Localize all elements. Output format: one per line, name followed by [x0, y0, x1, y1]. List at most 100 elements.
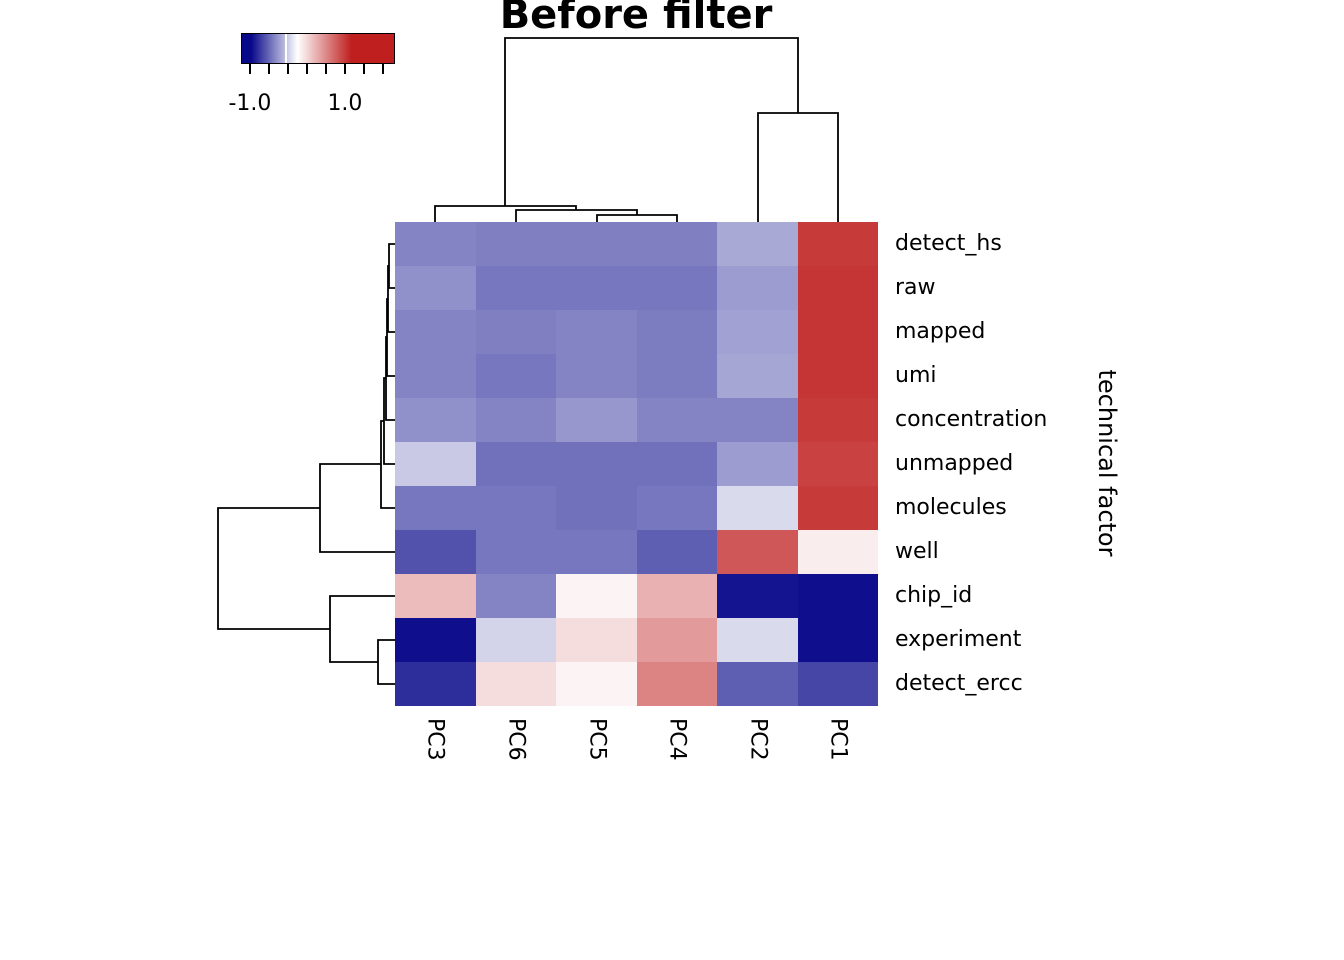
color-key-gradient-bar [241, 33, 395, 64]
heatmap-cell-chip_id-PC2 [717, 574, 798, 618]
column-label-PC5: PC5 [584, 718, 610, 761]
dendrogram-segment [217, 507, 330, 630]
heatmap-cell-molecules-PC1 [797, 486, 878, 530]
heatmap-cell-experiment-PC5 [556, 618, 637, 662]
heatmap-cell-raw-PC6 [475, 266, 556, 310]
heatmap-cell-unmapped-PC6 [475, 442, 556, 486]
heatmap-cell-molecules-PC6 [475, 486, 556, 530]
column-label-PC2: PC2 [745, 718, 771, 761]
heatmap-cell-mapped-PC2 [717, 310, 798, 354]
heatmap-cell-experiment-PC3 [395, 618, 476, 662]
column-label-PC6: PC6 [503, 718, 529, 761]
heatmap-cell-unmapped-PC2 [717, 442, 798, 486]
heatmap-cell-mapped-PC5 [556, 310, 637, 354]
heatmap-cell-chip_id-PC4 [636, 574, 717, 618]
heatmap-cell-raw-PC3 [395, 266, 476, 310]
heatmap-cell-chip_id-PC3 [395, 574, 476, 618]
heatmap-cell-molecules-PC4 [636, 486, 717, 530]
heatmap-cell-detect_hs-PC5 [556, 222, 637, 266]
dendrogram-segment [757, 112, 839, 222]
color-key-min-label: -1.0 [228, 91, 272, 116]
heatmap-cell-unmapped-PC5 [556, 442, 637, 486]
heatmap-cell-detect_hs-PC6 [475, 222, 556, 266]
heatmap-cell-concentration-PC3 [395, 398, 476, 442]
column-label-PC3: PC3 [422, 718, 448, 761]
heatmap-cell-mapped-PC1 [797, 310, 878, 354]
row-label-detect_hs: detect_hs [895, 231, 1002, 256]
dendrogram-segment [515, 209, 638, 222]
heatmap-cell-umi-PC2 [717, 354, 798, 398]
heatmap-cell-well-PC2 [717, 530, 798, 574]
dendrogram-segment [383, 377, 395, 465]
row-label-detect_ercc: detect_ercc [895, 671, 1023, 696]
dendrogram-segment [596, 214, 678, 222]
heatmap-cell-detect_hs-PC2 [717, 222, 798, 266]
dendrogram-segment [380, 420, 395, 509]
color-key-max-label: 1.0 [327, 91, 363, 116]
heatmap-cell-umi-PC5 [556, 354, 637, 398]
color-key-tick [248, 64, 251, 74]
row-label-experiment: experiment [895, 627, 1022, 652]
row-label-concentration: concentration [895, 407, 1048, 432]
heatmap-cell-molecules-PC3 [395, 486, 476, 530]
column-label-PC4: PC4 [664, 718, 690, 761]
heatmap-cell-well-PC6 [475, 530, 556, 574]
heatmap-cell-detect_hs-PC3 [395, 222, 476, 266]
heatmap-cell-raw-PC5 [556, 266, 637, 310]
heatmap-cell-molecules-PC2 [717, 486, 798, 530]
color-key-tick [343, 64, 346, 74]
heatmap-cell-well-PC4 [636, 530, 717, 574]
heatmap-cell-well-PC3 [395, 530, 476, 574]
dendrogram-segment [377, 639, 395, 685]
heatmap-cell-detect_ercc-PC1 [797, 662, 878, 706]
heatmap-cell-well-PC1 [797, 530, 878, 574]
heatmap-cell-detect_ercc-PC2 [717, 662, 798, 706]
heatmap-cell-concentration-PC6 [475, 398, 556, 442]
dendrogram-segment [329, 595, 395, 663]
color-key-inner-tick [285, 34, 288, 63]
heatmap-cell-concentration-PC4 [636, 398, 717, 442]
color-key-tick [268, 64, 271, 74]
heatmap-cell-experiment-PC2 [717, 618, 798, 662]
heatmap-cell-concentration-PC2 [717, 398, 798, 442]
heatmap-cell-unmapped-PC4 [636, 442, 717, 486]
heatmap-cell-raw-PC4 [636, 266, 717, 310]
dendrogram-segment [386, 298, 395, 377]
heatmap-cell-umi-PC4 [636, 354, 717, 398]
heatmap-cell-molecules-PC5 [556, 486, 637, 530]
heatmap-cell-concentration-PC1 [797, 398, 878, 442]
row-label-umi: umi [895, 363, 937, 388]
row-label-molecules: molecules [895, 495, 1007, 520]
heatmap-cell-experiment-PC4 [636, 618, 717, 662]
dendrogram-segment [319, 463, 395, 553]
heatmap-cell-chip_id-PC1 [797, 574, 878, 618]
heatmap-cell-umi-PC3 [395, 354, 476, 398]
color-key-tick [286, 64, 289, 74]
row-label-mapped: mapped [895, 319, 986, 344]
heatmap-cell-experiment-PC1 [797, 618, 878, 662]
heatmap-cell-umi-PC6 [475, 354, 556, 398]
heatmap-cell-chip_id-PC5 [556, 574, 637, 618]
heatmap-cell-raw-PC1 [797, 266, 878, 310]
color-key: -1.0 1.0 [228, 33, 395, 128]
row-label-raw: raw [895, 275, 936, 300]
heatmap-cell-detect_hs-PC1 [797, 222, 878, 266]
heatmap-cell-unmapped-PC1 [797, 442, 878, 486]
row-label-unmapped: unmapped [895, 451, 1014, 476]
column-label-PC1: PC1 [825, 718, 851, 761]
heatmap-cell-detect_ercc-PC6 [475, 662, 556, 706]
dendrogram-segment [504, 37, 799, 206]
figure-title: Before filter [499, 0, 773, 38]
right-axis-title: technical factor [1093, 369, 1121, 557]
heatmap-cell-concentration-PC5 [556, 398, 637, 442]
color-key-tick [305, 64, 308, 74]
row-label-chip_id: chip_id [895, 583, 973, 608]
heatmap-cell-detect_ercc-PC5 [556, 662, 637, 706]
heatmap-cell-mapped-PC3 [395, 310, 476, 354]
color-key-tick [363, 64, 366, 74]
heatmap-cell-well-PC5 [556, 530, 637, 574]
dendrogram-segment [434, 205, 577, 222]
heatmap-cell-raw-PC2 [717, 266, 798, 310]
heatmap-cell-detect_ercc-PC4 [636, 662, 717, 706]
